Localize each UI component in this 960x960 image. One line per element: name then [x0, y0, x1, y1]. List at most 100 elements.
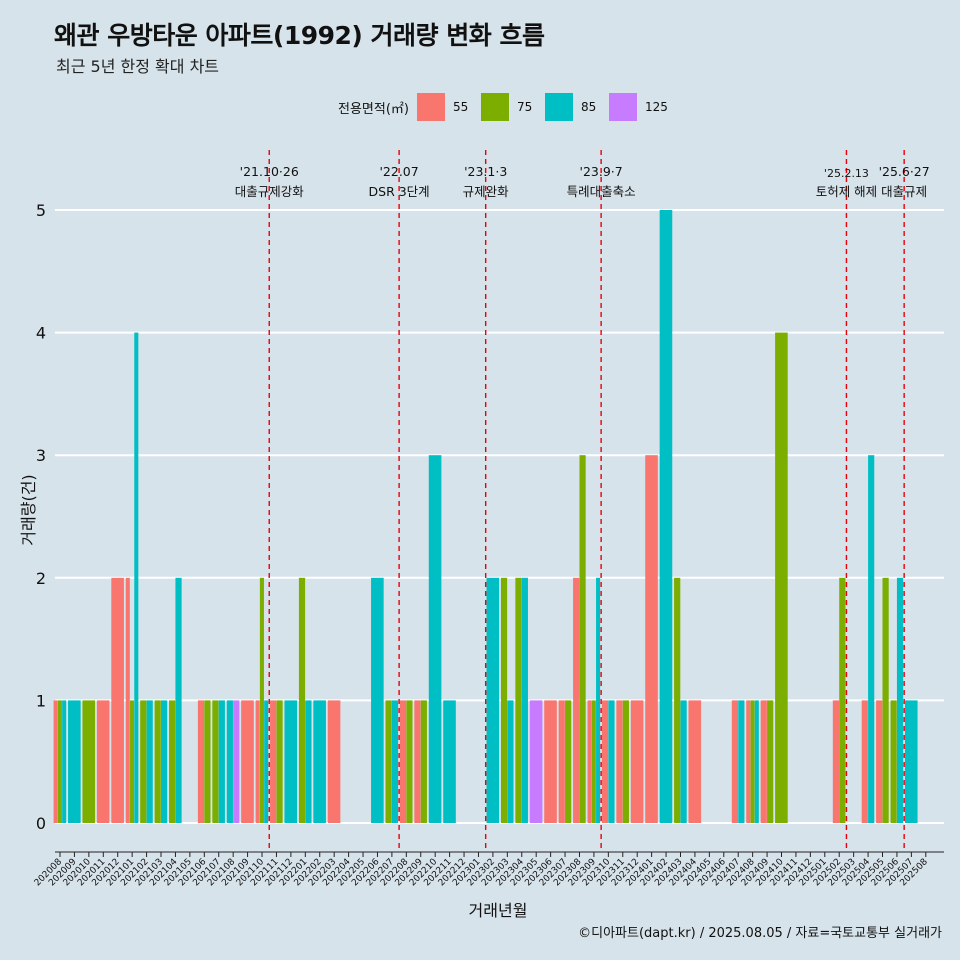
event-label-3: 특례대출축소	[567, 184, 636, 199]
chart-title: 왜관 우방타운 아파트(1992) 거래량 변화 흐름	[54, 21, 545, 50]
bar-202008-55	[53, 700, 58, 823]
bar-202104-85	[175, 577, 182, 823]
legend-item-75: 75	[480, 93, 541, 121]
bar-202309-55	[587, 700, 592, 823]
bar-202306-55	[544, 700, 557, 823]
bar-202108-125	[233, 700, 240, 823]
bar-202506-85	[896, 577, 904, 823]
x-axis-label: 거래년월	[468, 901, 528, 920]
bar-202310-85	[608, 700, 615, 823]
bar-202502-55	[832, 700, 840, 823]
bar-202307-55	[558, 700, 565, 823]
bar-202202-85	[313, 700, 326, 823]
event-date-1: '22.07	[379, 164, 418, 179]
legend-item-125: 125	[608, 93, 669, 121]
bar-202207-75	[385, 700, 392, 823]
event-date-2: '23.1·3	[464, 164, 507, 179]
legend-item-85: 85	[544, 93, 605, 121]
legend-swatch-55	[416, 93, 445, 121]
legend-label-75: 75	[516, 100, 533, 114]
y-tick-label-1: 1	[36, 691, 46, 710]
event-label-5: 대출규제	[881, 184, 927, 199]
bar-202110-85	[264, 700, 269, 823]
bar-202110-55	[255, 700, 260, 823]
bar-202504-55	[861, 700, 868, 823]
bar-202101-55	[125, 577, 130, 823]
bar-202408-55	[746, 700, 751, 823]
bar-202409-75	[767, 700, 774, 823]
bar-202506-75	[890, 700, 897, 823]
bar-202302-85	[486, 577, 500, 823]
bar-202010-75	[82, 700, 96, 823]
bar-202008-75	[57, 700, 62, 823]
bar-202407-85	[738, 700, 745, 823]
bar-202206-85	[371, 577, 384, 823]
source-caption: ©디아파트(dapt.kr) / 2025.08.05 / 자료=국토교통부 실…	[578, 926, 942, 941]
bar-202111-75	[276, 700, 283, 823]
y-tick-label-4: 4	[36, 324, 46, 343]
bar-202110-75	[259, 577, 264, 823]
bar-202407-55	[731, 700, 739, 823]
bar-202311-55	[616, 700, 623, 823]
bar-202112-85	[284, 700, 298, 823]
bar-202309-85	[596, 577, 601, 823]
bar-202305-125	[529, 700, 543, 823]
legend-label-55: 55	[452, 100, 469, 114]
y-axis-label: 거래량(건)	[19, 474, 38, 546]
event-date-3: '23.9·7	[580, 164, 623, 179]
bar-202310-55	[601, 700, 609, 823]
event-label-0: 대출규제강화	[235, 184, 305, 199]
bar-202208-55	[399, 700, 407, 823]
bar-202101-85	[134, 332, 139, 823]
bar-202303-75	[500, 577, 508, 823]
event-label-1: DSR 3단계	[369, 184, 430, 199]
bar-202009-85	[68, 700, 81, 823]
bar-202012-55	[111, 577, 124, 823]
bar-202107-75	[212, 700, 219, 823]
y-tick-label-5: 5	[36, 201, 46, 220]
y-tick-label-3: 3	[36, 446, 46, 465]
bar-202103-75	[154, 700, 161, 823]
bar-202011-55	[96, 700, 110, 823]
bar-202201-85	[305, 700, 312, 823]
bar-202203-55	[327, 700, 341, 823]
y-tick-label-0: 0	[36, 814, 46, 833]
bar-202102-85	[146, 700, 153, 823]
event-label-2: 규제완화	[463, 184, 510, 199]
legend-label-125: 125	[644, 100, 668, 114]
legend-item-55: 55	[416, 93, 477, 121]
bar-202404-55	[688, 700, 702, 823]
legend-title: 전용면적(㎡)	[338, 101, 409, 117]
bar-202408-75	[750, 700, 755, 823]
bar-202304-85	[521, 577, 528, 823]
bar-202104-75	[169, 700, 176, 823]
bar-202307-75	[565, 700, 572, 823]
bar-202505-55	[876, 700, 883, 823]
event-date-0: '21.10·26	[240, 164, 299, 179]
bar-202312-55	[630, 700, 644, 823]
bar-202311-75	[622, 700, 629, 823]
legend-swatch-125	[608, 93, 637, 121]
bar-202502-75	[839, 577, 846, 823]
bar-202308-55	[573, 577, 580, 823]
bar-202401-55	[645, 455, 658, 823]
bar-202208-75	[406, 700, 413, 823]
event-date-4: '25.2.13	[824, 167, 869, 180]
event-label-4: 토허제 해제	[816, 184, 877, 199]
bar-202109-55	[241, 700, 254, 823]
event-date-5: '25.6·27	[879, 164, 930, 179]
bar-202402-85	[659, 210, 673, 823]
legend-swatch-75	[480, 93, 509, 121]
bar-202408-85	[754, 700, 759, 823]
bar-202210-85	[428, 455, 442, 823]
bar-202303-85	[507, 700, 514, 823]
legend: 전용면적(㎡) 55 75 85 125	[338, 93, 673, 121]
bar-202102-75	[140, 700, 147, 823]
bar-202211-85	[443, 700, 456, 823]
bar-202403-85	[680, 700, 687, 823]
bar-202008-85	[62, 700, 67, 823]
bar-202111-55	[270, 700, 277, 823]
bar-202504-85	[868, 455, 875, 823]
bar-202403-75	[674, 577, 681, 823]
legend-label-85: 85	[580, 100, 597, 114]
